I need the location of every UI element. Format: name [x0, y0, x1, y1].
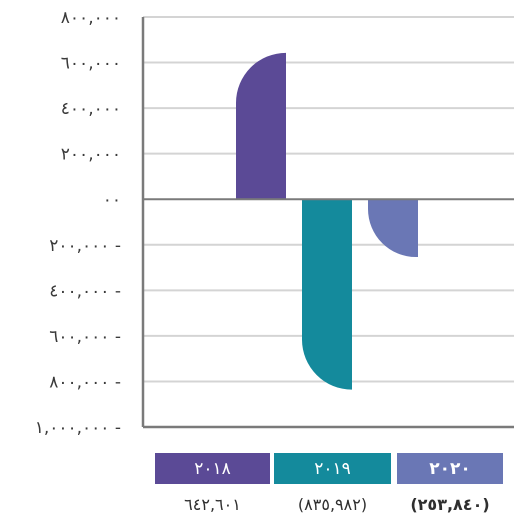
y-tick-label: ٢٠٠,٠٠٠ -	[49, 236, 121, 256]
y-tick-label: ٢٠٠,٠٠٠	[61, 145, 121, 165]
y-tick-label: ٠٠	[103, 190, 121, 210]
y-tick-label: ١,٠٠٠,٠٠٠ -	[35, 418, 121, 438]
bar-2	[302, 199, 352, 390]
y-tick-label: ٦٠٠,٠٠٠ -	[49, 327, 121, 347]
value-label-2: (٨٣٥,٩٨٢)	[297, 494, 368, 514]
y-tick-label: ٦٠٠,٠٠٠	[61, 54, 121, 74]
bar-3	[368, 199, 418, 258]
value-label-3: (٢٥٣,٨٤٠)	[410, 494, 490, 514]
y-tick-label: ٨٠٠,٠٠٠	[61, 8, 121, 28]
y-tick-label: ٤٠٠,٠٠٠ -	[49, 281, 121, 301]
category-label-1: ٢٠١٨	[155, 453, 270, 484]
category-label-2: ٢٠١٩	[274, 453, 391, 484]
category-label-3: ٢٠٢٠	[397, 453, 503, 484]
value-label-1: ٦٤٢,٦٠١	[184, 494, 241, 514]
bar-1	[236, 52, 286, 200]
y-tick-label: ٨٠٠,٠٠٠ -	[49, 372, 121, 392]
y-tick-label: ٤٠٠,٠٠٠	[61, 99, 121, 119]
